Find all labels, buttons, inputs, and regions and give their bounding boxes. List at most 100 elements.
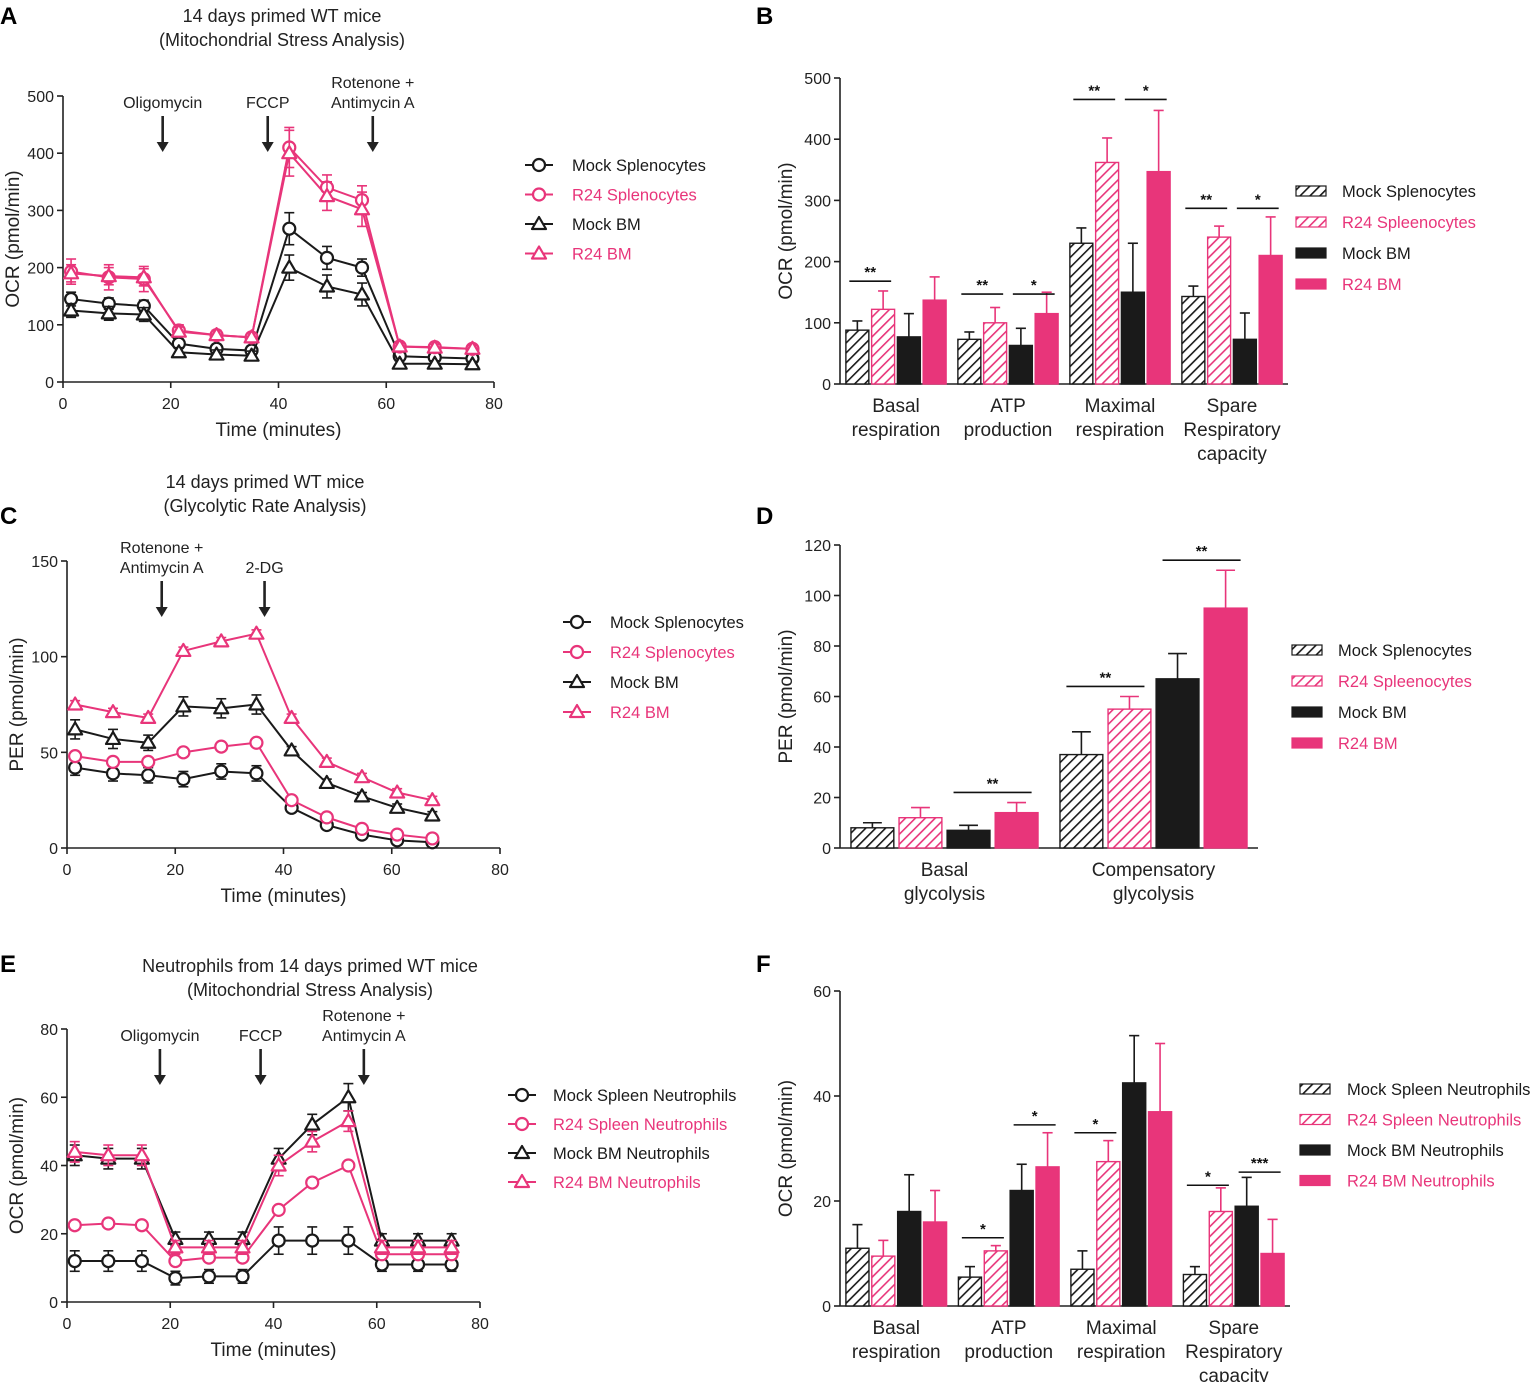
injection-arrowhead [261, 142, 274, 152]
panel-label: D [756, 503, 773, 530]
injection-arrowhead [258, 607, 271, 617]
data-point [140, 709, 157, 724]
data-point [281, 259, 298, 274]
data-point [105, 766, 121, 781]
data-point [425, 831, 440, 846]
panel-label: F [756, 951, 771, 978]
y-tick-label: 200 [27, 261, 54, 278]
legend-label: R24 BM [1342, 276, 1402, 294]
injection-label: Antimycin A [322, 1028, 406, 1045]
data-point [514, 1116, 530, 1132]
data-point [283, 742, 300, 757]
data-point [104, 704, 122, 719]
data-point [135, 306, 152, 321]
data-point [100, 305, 117, 320]
series-r24-spleen-neutrophils [67, 1158, 459, 1269]
data-point [271, 1202, 286, 1217]
injection-label: Antimycin A [331, 95, 415, 112]
data-point [319, 810, 334, 825]
data-point [213, 633, 230, 648]
y-axis-label: PER (pmol/min) [7, 637, 28, 771]
bar [898, 817, 943, 849]
y-axis-label: OCR (pmol/min) [776, 162, 797, 299]
y-tick-label: 0 [822, 1299, 831, 1316]
bar [896, 1210, 922, 1307]
legend-swatch [1295, 216, 1327, 228]
significance-label: ** [1200, 191, 1212, 208]
bar [1203, 607, 1248, 849]
data-point [318, 774, 335, 790]
legend-swatch [1299, 1083, 1331, 1095]
bar [896, 336, 922, 385]
panel-label: A [0, 3, 17, 30]
y-tick-label: 20 [40, 1227, 58, 1244]
significance-label: * [980, 1221, 986, 1238]
y-tick-label: 500 [804, 71, 831, 88]
significance-label: * [1032, 1108, 1038, 1125]
y-tick-label: 60 [40, 1090, 58, 1107]
data-point [134, 1253, 149, 1269]
data-point [168, 1271, 183, 1286]
data-point [141, 754, 156, 770]
bar [1182, 1273, 1208, 1307]
injection-label: Rotenone + [322, 1008, 405, 1025]
series-line [74, 741, 433, 840]
x-axis-label: Time (minutes) [221, 886, 347, 907]
series-mock-spleen-neutrophils [67, 1226, 459, 1286]
legend-label: R24 BM Neutrophils [553, 1174, 701, 1192]
data-point [531, 187, 547, 202]
legend-label: Mock BM [1338, 704, 1407, 722]
legend-label: Mock Splenocytes [572, 157, 706, 175]
bar [1120, 291, 1146, 385]
data-point [271, 1233, 286, 1248]
y-tick-label: 40 [813, 740, 831, 757]
data-point [270, 1157, 287, 1172]
bar [922, 1221, 948, 1307]
y-tick-label: 100 [27, 318, 54, 335]
panel-label: E [0, 951, 16, 978]
significance-label: * [1031, 277, 1037, 294]
bar [1232, 338, 1258, 385]
significance-label: * [1205, 1168, 1211, 1185]
y-axis-label: OCR (pmol/min) [3, 170, 24, 307]
panel-c: C 14 days primed WT mice (Glycolytic Rate … [0, 472, 744, 907]
legend-label: Mock Spleen Neutrophils [1347, 1081, 1530, 1099]
legend-swatch [1295, 247, 1327, 259]
x-tick-label: 0 [59, 396, 68, 413]
x-tick-label: 60 [368, 1316, 386, 1333]
data-point [318, 278, 336, 293]
data-point [282, 221, 297, 236]
data-point [214, 739, 229, 754]
bar [1070, 1268, 1095, 1307]
legend-swatch [1295, 278, 1327, 290]
data-point [208, 326, 225, 342]
bar [1008, 344, 1034, 385]
data-point [201, 1269, 217, 1284]
bar [1208, 1210, 1234, 1307]
x-axis-label: Time (minutes) [211, 1340, 337, 1361]
category-label: capacity [1199, 1366, 1269, 1382]
y-tick-label: 0 [822, 841, 831, 858]
legend-label: R24 Spleen Neutrophils [1347, 1112, 1521, 1130]
category-label: capacity [1197, 444, 1267, 465]
data-point [140, 734, 157, 749]
y-tick-label: 40 [813, 1089, 831, 1106]
bar [982, 322, 1008, 385]
x-tick-label: 80 [485, 396, 503, 413]
data-point [426, 339, 443, 354]
data-point [569, 614, 585, 630]
series-line [71, 266, 473, 366]
panel-d: D 0 20 40 60 80 100 120 PER (pmol/min) Basal glyco… [756, 503, 1472, 905]
data-point [234, 1239, 251, 1254]
data-point [353, 769, 371, 784]
category-label: production [964, 1342, 1053, 1363]
bar [1034, 312, 1059, 385]
chart-title: 14 days primed WT mice [183, 6, 382, 26]
legend-swatch [1291, 644, 1323, 656]
injection-arrowhead [153, 1075, 166, 1085]
legend-label: Mock BM [610, 674, 679, 692]
y-tick-label: 200 [804, 255, 831, 272]
category-label: Maximal [1085, 396, 1156, 417]
data-point [170, 344, 187, 359]
data-point [141, 768, 156, 783]
